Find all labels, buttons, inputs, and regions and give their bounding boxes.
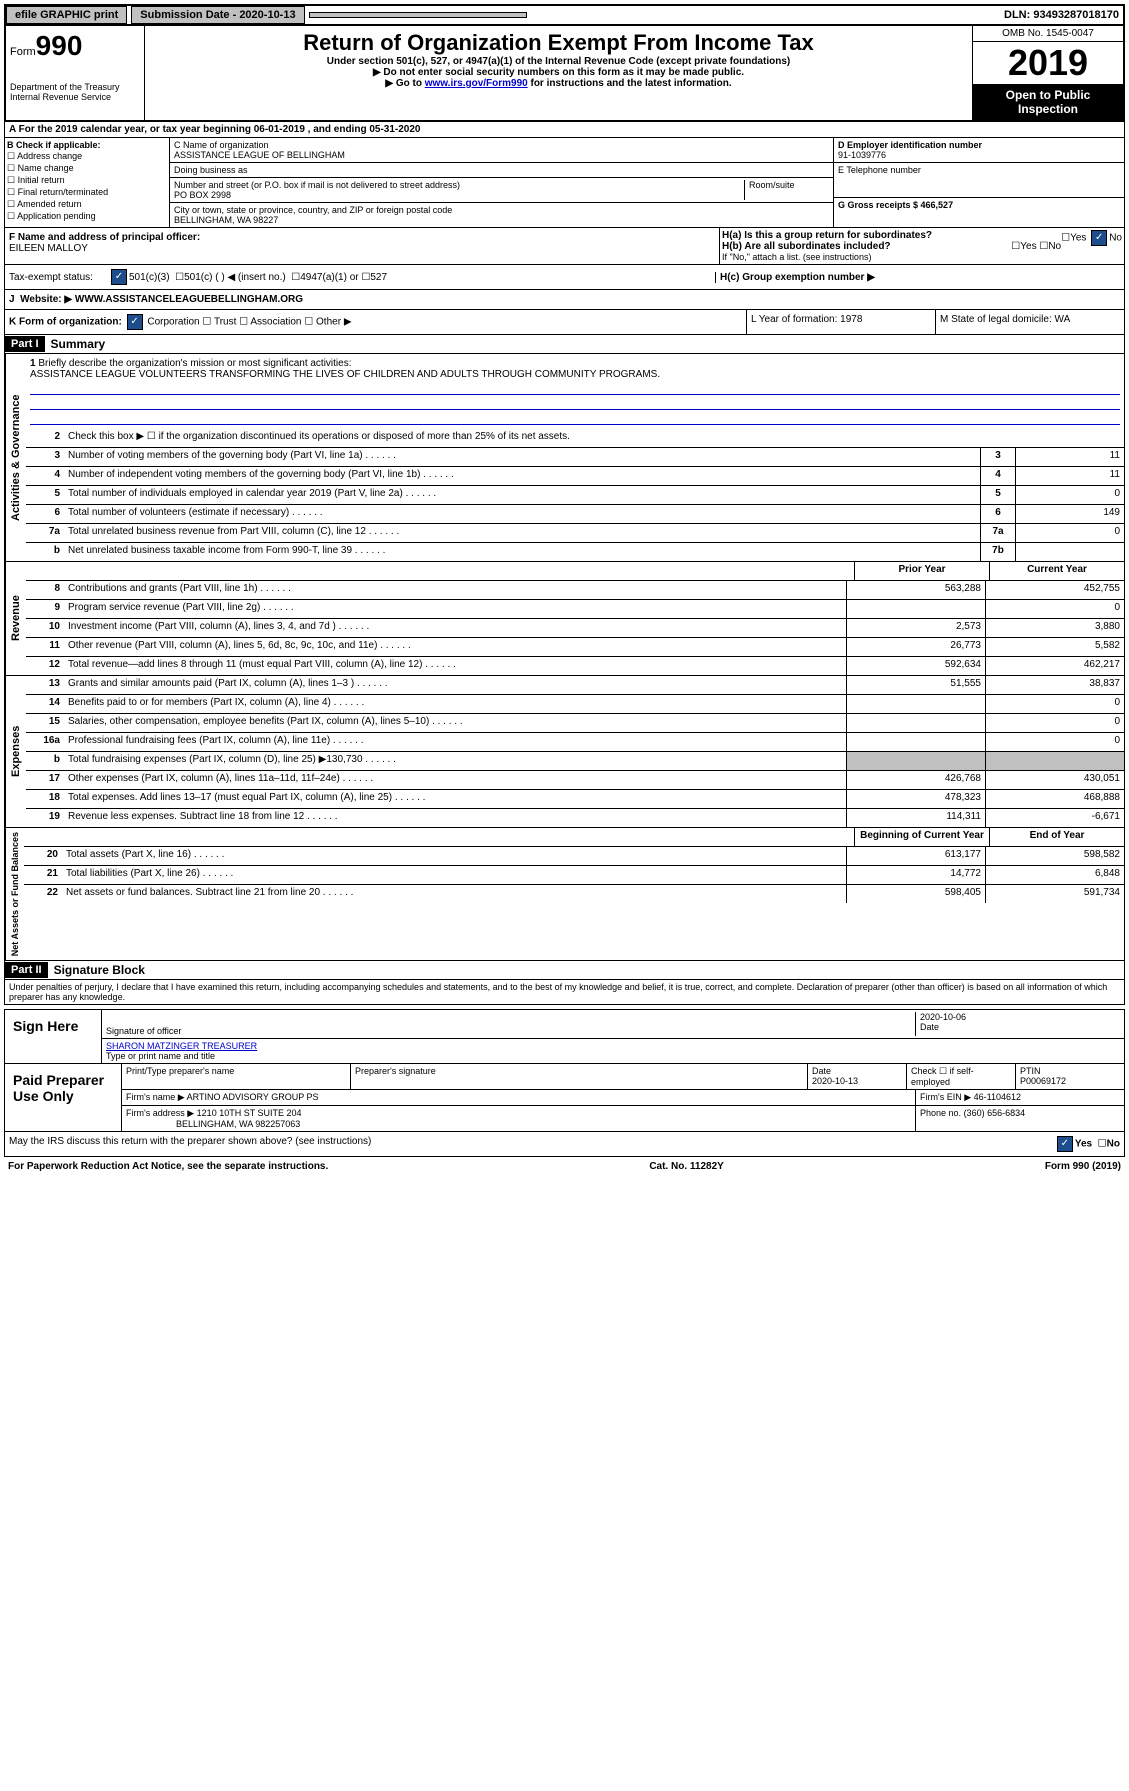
chk-pending[interactable]: ☐ Application pending	[7, 211, 167, 222]
submission-btn[interactable]: Submission Date - 2020-10-13	[131, 6, 304, 24]
dln: DLN: 93493287018170	[1004, 9, 1123, 21]
title-box: Return of Organization Exempt From Incom…	[145, 26, 972, 120]
declaration: Under penalties of perjury, I declare th…	[4, 980, 1125, 1005]
chk-final[interactable]: ☐ Final return/terminated	[7, 187, 167, 198]
year-box: OMB No. 1545-0047 2019 Open to Public In…	[972, 26, 1123, 120]
org-city: BELLINGHAM, WA 98227	[174, 215, 829, 225]
website-row: J Website: ▶ WWW.ASSISTANCELEAGUEBELLING…	[4, 290, 1125, 310]
omb: OMB No. 1545-0047	[973, 26, 1123, 42]
sub2: ▶ Do not enter social security numbers o…	[149, 67, 968, 78]
blank-btn	[309, 12, 527, 18]
part1-header: Part I Summary	[4, 335, 1125, 354]
chk-amended[interactable]: ☐ Amended return	[7, 199, 167, 210]
form-box: Form990 Department of the Treasury Inter…	[6, 26, 145, 120]
org-name: ASSISTANCE LEAGUE OF BELLINGHAM	[174, 150, 829, 160]
tax-exempt-row: Tax-exempt status: ✓ 501(c)(3) ☐ 501(c) …	[4, 265, 1125, 290]
efile-btn[interactable]: efile GRAPHIC print	[6, 6, 127, 24]
chk-addr[interactable]: ☐ Address change	[7, 151, 167, 162]
ha-no-check[interactable]: ✓	[1091, 230, 1107, 246]
chk-name[interactable]: ☐ Name change	[7, 163, 167, 174]
top-bar: efile GRAPHIC print Submission Date - 20…	[4, 4, 1125, 26]
governance-section: Activities & Governance 1 Briefly descri…	[4, 354, 1125, 562]
firm-name: ARTINO ADVISORY GROUP PS	[187, 1092, 319, 1102]
website[interactable]: WWW.ASSISTANCELEAGUEBELLINGHAM.ORG	[75, 294, 303, 305]
ein: 91-1039776	[838, 150, 1120, 160]
sub3: ▶ Go to www.irs.gov/Form990 for instruct…	[149, 78, 968, 89]
col-b: B Check if applicable: ☐ Address change …	[5, 138, 170, 227]
mission-text: ASSISTANCE LEAGUE VOLUNTEERS TRANSFORMIN…	[30, 369, 1120, 380]
501c3-check[interactable]: ✓	[111, 269, 127, 285]
irs-link[interactable]: www.irs.gov/Form990	[425, 78, 528, 89]
year-formation: L Year of formation: 1978	[747, 310, 936, 334]
discuss-yes[interactable]: ✓	[1057, 1136, 1073, 1152]
col-d: D Employer identification number91-10397…	[834, 138, 1124, 227]
state-domicile: M State of legal domicile: WA	[936, 310, 1124, 334]
inspect: Open to Public Inspection	[973, 84, 1123, 120]
discuss-row: May the IRS discuss this return with the…	[4, 1132, 1125, 1157]
org-addr: PO BOX 2998	[174, 190, 744, 200]
officer-name: EILEEN MALLOY	[9, 243, 715, 254]
klm-row: K Form of organization: ✓ Corporation ☐ …	[4, 310, 1125, 335]
section-fh: F Name and address of principal officer:…	[4, 228, 1125, 265]
netassets-section: Net Assets or Fund Balances Beginning of…	[4, 828, 1125, 961]
form-number: 990	[36, 30, 83, 61]
col-c: C Name of organizationASSISTANCE LEAGUE …	[170, 138, 834, 227]
sub1: Under section 501(c), 527, or 4947(a)(1)…	[149, 56, 968, 67]
chk-initial[interactable]: ☐ Initial return	[7, 175, 167, 186]
dept-label: Department of the Treasury Internal Reve…	[10, 82, 140, 102]
col-f: F Name and address of principal officer:…	[5, 228, 719, 264]
header-row: Form990 Department of the Treasury Inter…	[4, 26, 1125, 122]
section-bcd: B Check if applicable: ☐ Address change …	[4, 138, 1125, 228]
main-title: Return of Organization Exempt From Incom…	[149, 30, 968, 56]
year: 2019	[973, 42, 1123, 84]
corp-check[interactable]: ✓	[127, 314, 143, 330]
expenses-section: Expenses 13Grants and similar amounts pa…	[4, 676, 1125, 828]
gross-receipts: G Gross receipts $ 466,527	[838, 200, 953, 210]
bottom-row: For Paperwork Reduction Act Notice, see …	[4, 1157, 1125, 1176]
col-h: H(a) Is this a group return for subordin…	[719, 228, 1124, 264]
signer-name: SHARON MATZINGER TREASURER	[106, 1041, 257, 1051]
signature-section: Sign Here Signature of officer2020-10-06…	[4, 1009, 1125, 1132]
form-label: Form	[10, 46, 36, 58]
row-a: A For the 2019 calendar year, or tax yea…	[4, 122, 1125, 138]
part2-header: Part II Signature Block	[4, 961, 1125, 980]
revenue-section: Revenue Prior YearCurrent Year 8Contribu…	[4, 562, 1125, 676]
